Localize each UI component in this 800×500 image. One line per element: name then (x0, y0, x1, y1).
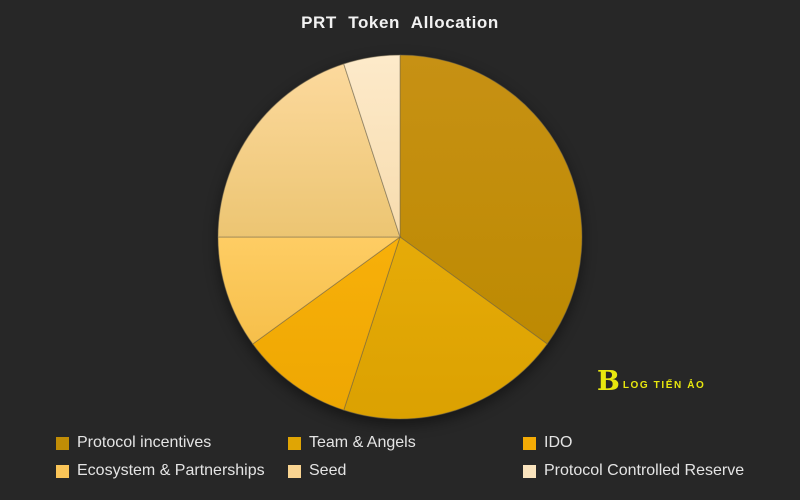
legend-swatch (56, 436, 69, 450)
legend-item-protocol-incentives: Protocol incentives (56, 434, 288, 452)
legend-swatch (523, 436, 536, 450)
legend-item-ido: IDO (523, 434, 800, 452)
legend-label: IDO (544, 434, 573, 451)
legend-item-protocol-controlled-reserve: Protocol Controlled Reserve (523, 462, 800, 480)
watermark-blog-tien-ao: B LOG TIẾN ẢO (597, 368, 705, 395)
chart-legend: Protocol incentives Team & Angels IDO Ec… (0, 434, 800, 480)
legend-swatch (56, 464, 69, 478)
legend-item-seed: Seed (288, 462, 523, 480)
legend-label: Ecosystem & Partnerships (77, 462, 265, 479)
legend-item-ecosystem-partnerships: Ecosystem & Partnerships (56, 462, 288, 480)
legend-swatch (288, 436, 301, 450)
legend-swatch (523, 464, 536, 478)
legend-label: Team & Angels (309, 434, 416, 451)
pie-slice-seed (217, 63, 401, 238)
pie-slice-ido (252, 235, 401, 411)
legend-item-team-angels: Team & Angels (288, 434, 523, 452)
bitcoin-b-logo: B (597, 366, 620, 397)
chart-title: PRT Token Allocation (301, 13, 499, 32)
pie-slice-team-angels (343, 236, 548, 420)
pie-slice-protocol-controlled-reserve (343, 54, 401, 238)
pie-slice-ecosystem-partnerships (217, 236, 402, 345)
watermark-text: LOG TIẾN ẢO (622, 380, 706, 391)
legend-swatch (288, 464, 301, 478)
pie-slices (217, 54, 583, 420)
pie-slice-protocol-incentives (399, 54, 583, 345)
legend-label: Protocol incentives (77, 434, 212, 451)
legend-label: Protocol Controlled Reserve (544, 462, 745, 479)
legend-label: Seed (309, 462, 347, 479)
